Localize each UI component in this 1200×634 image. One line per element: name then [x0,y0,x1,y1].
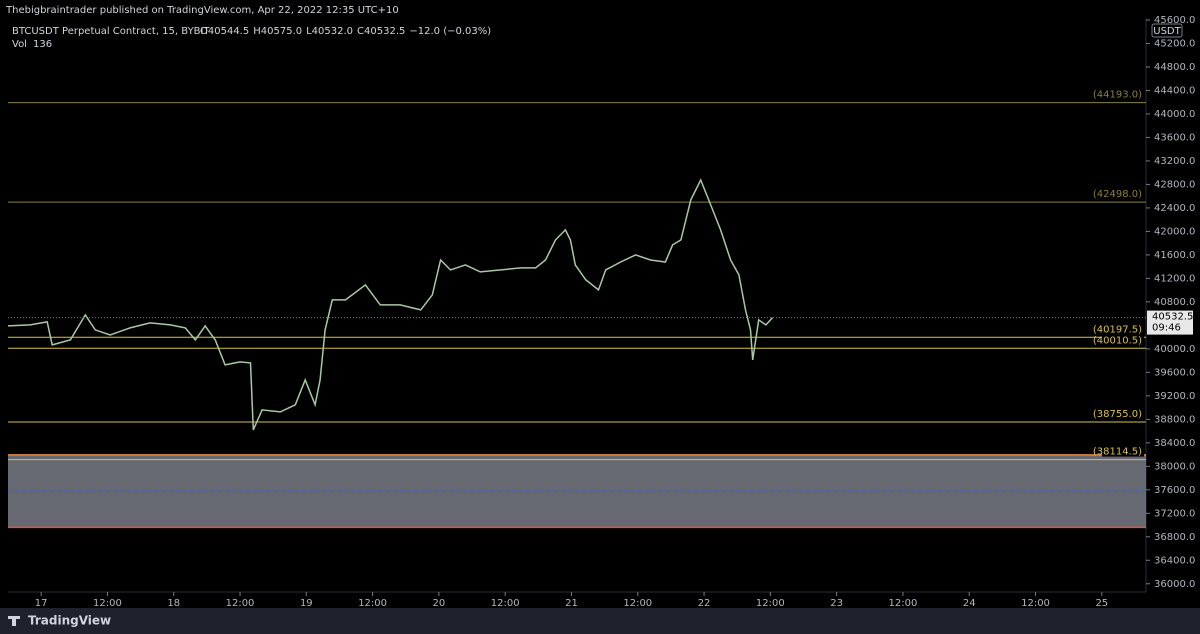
level-label-bg [1102,334,1144,346]
price-line [7,178,774,431]
level-label: (38114.5) [1093,447,1142,458]
x-tick-label: 24 [963,598,976,609]
y-tick-label: 45600.0 [1154,15,1195,26]
y-tick-label: 36400.0 [1154,555,1195,566]
countdown: 09:46 [1152,323,1181,334]
x-tick-label: 22 [698,598,711,609]
y-tick-label: 37200.0 [1154,508,1195,519]
x-tick-label: 18 [167,598,180,609]
level-label-bg [1102,445,1144,457]
y-tick-label: 42000.0 [1154,226,1195,237]
x-tick-label: 25 [1095,598,1108,609]
x-tick-label: 12:00 [491,598,520,609]
y-tick-label: 44400.0 [1154,85,1195,96]
last-price-label: 40532.5 [1152,312,1193,323]
volume-value: 136 [33,39,52,50]
currency-box [1151,23,1183,38]
y-tick-label: 39200.0 [1154,391,1195,402]
ohlc-item: −12.0 (−0.03%) [409,26,491,37]
level-label: (40197.5) [1093,324,1142,335]
ohlc-item: O40544.5 [200,26,249,37]
level-label: (42498.0) [1093,189,1142,200]
level-label-bg [1102,88,1144,100]
ohlc-legend: O40544.5 H40575.0 L40532.0 C40532.5 −12.0 (−… [200,26,491,37]
last-price-box [1147,310,1193,335]
x-tick-label: 17 [35,598,48,609]
y-tick-label: 42800.0 [1154,179,1195,190]
brand: TradingView [28,614,111,628]
y-tick-label: 41200.0 [1154,273,1195,284]
y-tick-label: 43600.0 [1154,132,1195,143]
publish-title: Thebigbraintrader published on TradingVi… [5,5,399,16]
y-tick-label: 43200.0 [1154,156,1195,167]
y-tick-label: 39600.0 [1154,367,1195,378]
brand-logo [8,616,20,626]
footer-bar [0,608,1200,634]
ohlc-item: L40532.0 [306,26,353,37]
y-tick-label: 38400.0 [1154,438,1195,449]
x-tick-label: 21 [565,598,578,609]
y-tick-label: 36000.0 [1154,579,1195,590]
y-tick-label: 40800.0 [1154,297,1195,308]
y-tick-label: 45200.0 [1154,38,1195,49]
level-label-bg [1102,323,1144,335]
x-tick-label: 20 [433,598,446,609]
y-tick-label: 38000.0 [1154,461,1195,472]
x-tick-label: 12:00 [93,598,122,609]
y-tick-label: 40000.0 [1154,344,1195,355]
x-tick-label: 12:00 [889,598,918,609]
ohlc-item: H40575.0 [253,26,302,37]
level-label-bg [1102,188,1144,200]
x-tick-label: 12:00 [358,598,387,609]
level-label: (44193.0) [1093,90,1142,101]
x-tick-label: 12:00 [756,598,785,609]
level-label-bg [1102,407,1144,419]
y-tick-label: 44000.0 [1154,109,1195,120]
currency: USDT [1153,26,1181,37]
x-tick-label: 12:00 [1021,598,1050,609]
x-tick-label: 19 [300,598,313,609]
x-tick-label: 23 [830,598,843,609]
y-tick-label: 37600.0 [1154,485,1195,496]
y-tick-label: 44800.0 [1154,62,1195,73]
level-label: (40010.5) [1093,335,1142,346]
ohlc-item: C40532.5 [357,26,405,37]
x-tick-label: 12:00 [623,598,652,609]
level-label: (38755.0) [1093,409,1142,420]
volume-label: Vol [12,39,27,50]
x-tick-label: 12:00 [226,598,255,609]
y-tick-label: 38800.0 [1154,414,1195,425]
y-tick-label: 36800.0 [1154,532,1195,543]
symbol: BTCUSDT Perpetual Contract, 15, BYBIT [12,26,210,37]
y-tick-label: 41600.0 [1154,250,1195,261]
y-tick-label: 42400.0 [1154,203,1195,214]
